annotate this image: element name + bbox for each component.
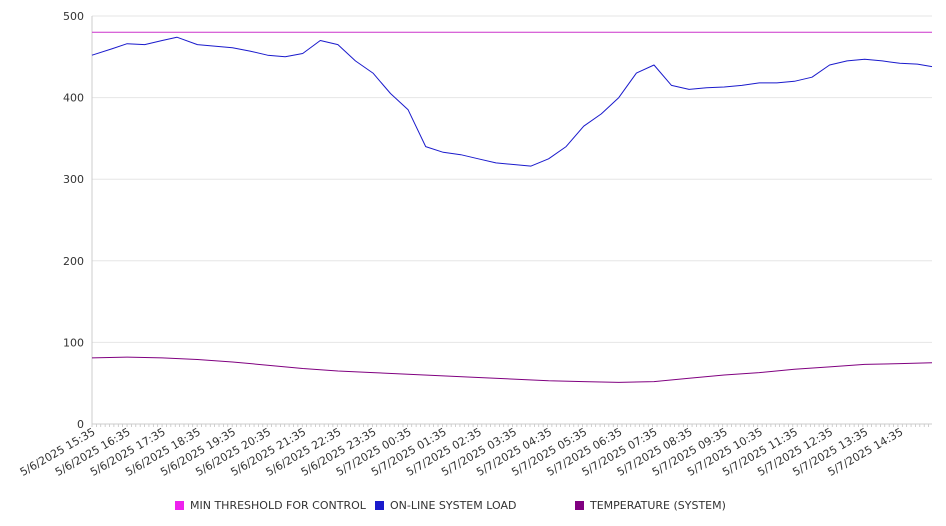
legend-swatch-temperature bbox=[575, 500, 584, 510]
y-axis-ticks: 0 100 200 300 400 500 bbox=[63, 10, 84, 431]
y-tick-label: 300 bbox=[63, 173, 84, 186]
series-line-2 bbox=[91, 356, 933, 383]
series-lines bbox=[91, 31, 933, 383]
y-tick-label: 100 bbox=[63, 336, 84, 349]
legend-item-system-load: ON-LINE SYSTEM LOAD bbox=[375, 497, 516, 513]
series-line-1 bbox=[91, 36, 933, 167]
y-tick-label: 0 bbox=[77, 418, 84, 431]
axes bbox=[91, 16, 932, 425]
y-tick-label: 500 bbox=[63, 10, 84, 23]
x-axis-ticks: 5/6/2025 15:355/6/2025 16:355/6/2025 17:… bbox=[18, 424, 929, 479]
legend-label-temperature: TEMPERATURE (SYSTEM) bbox=[590, 498, 726, 512]
legend-swatch-min-threshold bbox=[175, 500, 184, 510]
legend-label-min-threshold: MIN THRESHOLD FOR CONTROL bbox=[190, 498, 366, 512]
legend-item-min-threshold: MIN THRESHOLD FOR CONTROL bbox=[175, 497, 366, 513]
grid-lines bbox=[92, 15, 932, 343]
legend-item-temperature: TEMPERATURE (SYSTEM) bbox=[575, 497, 726, 513]
legend-label-system-load: ON-LINE SYSTEM LOAD bbox=[390, 498, 517, 512]
y-tick-label: 200 bbox=[63, 255, 84, 268]
y-tick-label: 400 bbox=[63, 92, 84, 105]
legend-swatch-system-load bbox=[375, 500, 384, 510]
